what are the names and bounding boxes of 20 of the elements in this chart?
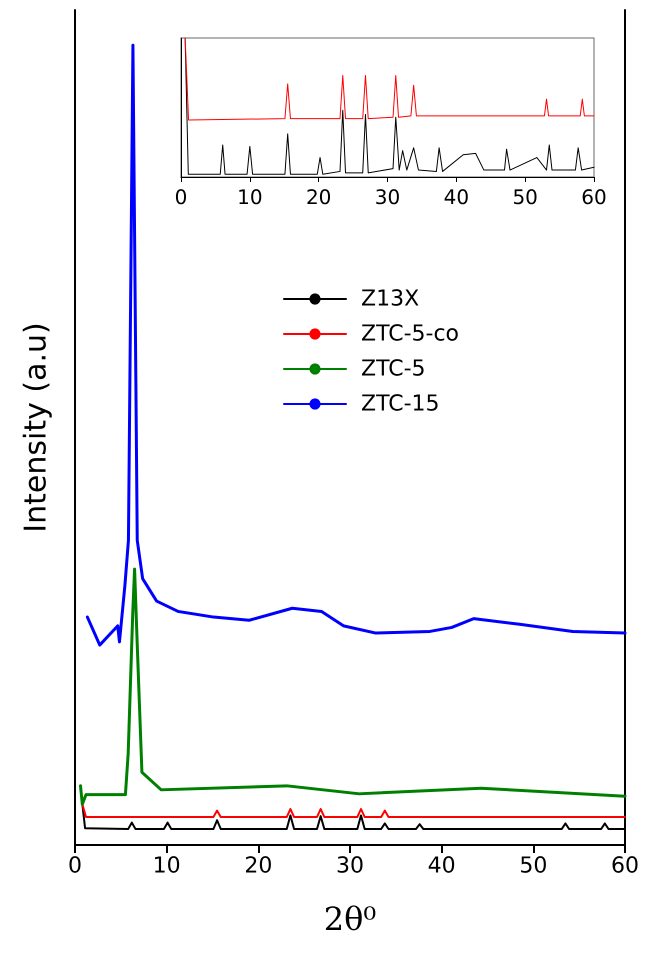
x-tick-label: 20 xyxy=(244,854,272,878)
legend-label: ZTC-15 xyxy=(361,392,440,416)
x-tick-label: 10 xyxy=(152,854,181,878)
x-tick-label: 10 xyxy=(237,185,263,209)
x-tick-label: 40 xyxy=(428,854,456,878)
x-tick-label: 40 xyxy=(444,185,470,209)
legend-label: ZTC-5-co xyxy=(361,322,460,346)
x-tick-label: 60 xyxy=(581,185,607,209)
x-tick-label: 0 xyxy=(174,185,188,209)
x-tick-label: 30 xyxy=(374,185,400,209)
x-tick-label: 50 xyxy=(519,854,548,878)
x-tick-label: 0 xyxy=(68,854,82,878)
x-tick-label: 60 xyxy=(611,854,639,878)
legend-label: Z13X xyxy=(361,286,420,312)
y-axis-title: Intensity (a.u) xyxy=(18,322,54,533)
x-tick-label: 30 xyxy=(336,854,364,878)
x-axis-title: 2θ⁰ xyxy=(324,900,376,938)
legend-label: ZTC-5 xyxy=(361,356,426,382)
x-tick-label: 50 xyxy=(512,185,538,209)
x-tick-label: 20 xyxy=(306,185,332,209)
